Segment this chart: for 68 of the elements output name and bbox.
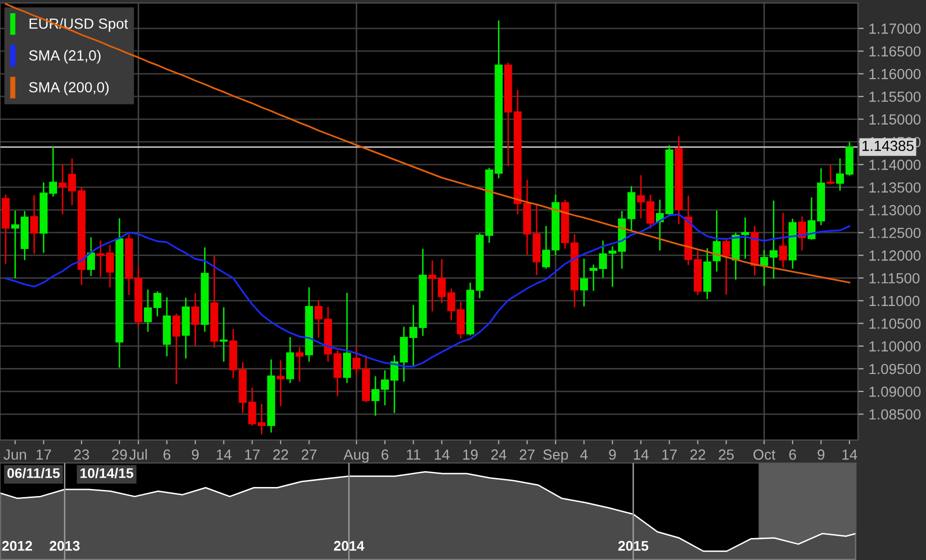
y-tick-label: 1.12000 — [870, 250, 921, 261]
x-tick-label: 24 — [491, 449, 506, 460]
candlestick — [741, 217, 750, 259]
y-tick-label: 1.13500 — [870, 182, 921, 193]
x-tick-label: 29 — [112, 449, 127, 460]
x-tick-label: 14 — [842, 450, 858, 460]
line-series — [4, 3, 850, 284]
y-tick-label: 1.10500 — [870, 318, 921, 329]
legend-label: SMA (21,0) — [29, 50, 100, 64]
x-tick-label: 27 — [520, 449, 535, 460]
x-tick-label: 22 — [690, 449, 706, 460]
y-tick-label: 1.09000 — [870, 386, 921, 397]
y-tick-label: 1.10000 — [870, 341, 921, 352]
x-tick-label: 14 — [216, 450, 232, 460]
candlestick — [722, 239, 730, 295]
y-tick-label: 1.16000 — [870, 68, 921, 80]
candlestick — [276, 360, 285, 406]
x-tick-label: 6 — [382, 449, 388, 460]
y-tick-label: 1.12500 — [870, 228, 921, 238]
y-tick-label: 1.11000 — [870, 296, 920, 306]
x-tick-label: 6 — [164, 449, 170, 460]
x-tick-label: 14 — [634, 450, 649, 460]
y-tick-label: 1.13000 — [870, 205, 921, 216]
x-tick-label: Aug — [344, 450, 369, 463]
candlestick — [826, 165, 834, 184]
x-tick-label: 17 — [245, 450, 260, 460]
candlestick — [220, 307, 228, 362]
x-tick-label: 9 — [192, 449, 199, 460]
candlestick — [191, 293, 200, 346]
legend-label: SMA (200,0) — [29, 82, 109, 96]
x-tick-label: 11 — [406, 450, 420, 460]
candlestick — [798, 216, 806, 251]
x-tick-label: 14 — [434, 450, 450, 460]
y-tick-label: 1.08500 — [870, 409, 921, 420]
y-tick-label: 1.11500 — [870, 273, 920, 284]
candlestick — [296, 347, 304, 382]
x-tick-label: 17 — [662, 450, 677, 460]
x-tick-label: 22 — [273, 449, 288, 460]
x-tick-label: 2013 — [50, 540, 80, 551]
y-tick-label: 1.09500 — [870, 364, 921, 374]
annotation: 10/14/15 — [80, 468, 134, 478]
x-tick-label: Sep — [543, 449, 568, 463]
candlestick — [87, 237, 95, 276]
x-tick-label: 2014 — [334, 540, 364, 551]
x-tick-label: 6 — [789, 449, 796, 460]
candlestick — [30, 195, 38, 254]
annotation: 06/11/15 — [7, 468, 60, 478]
x-tick-label: Jul — [129, 449, 147, 460]
x-tick-label: 23 — [74, 449, 90, 460]
x-tick-label: 9 — [818, 449, 824, 460]
candlestick — [580, 258, 588, 306]
x-tick-label: 2015 — [618, 540, 648, 551]
y-tick-label: 1.14000 — [870, 160, 921, 170]
x-tick-label: Jun — [4, 450, 26, 460]
y-tick-label: 1.16500 — [870, 46, 921, 57]
x-tick-label: 17 — [36, 450, 51, 460]
y-tick-label: 1.17000 — [870, 24, 921, 34]
x-tick-label: 19 — [463, 449, 478, 460]
x-tick-label: 2012 — [2, 540, 32, 551]
x-tick-label: Oct — [753, 449, 776, 460]
x-tick-label: 4 — [580, 450, 588, 460]
candlestick — [779, 212, 788, 268]
candlestick — [172, 314, 180, 384]
y-tick-label: 1.15000 — [870, 114, 921, 125]
y-tick-label: 1.15500 — [870, 92, 921, 102]
x-tick-label: 9 — [609, 449, 616, 460]
x-tick-label: 25 — [718, 449, 734, 460]
x-tick-label: 27 — [302, 449, 316, 460]
